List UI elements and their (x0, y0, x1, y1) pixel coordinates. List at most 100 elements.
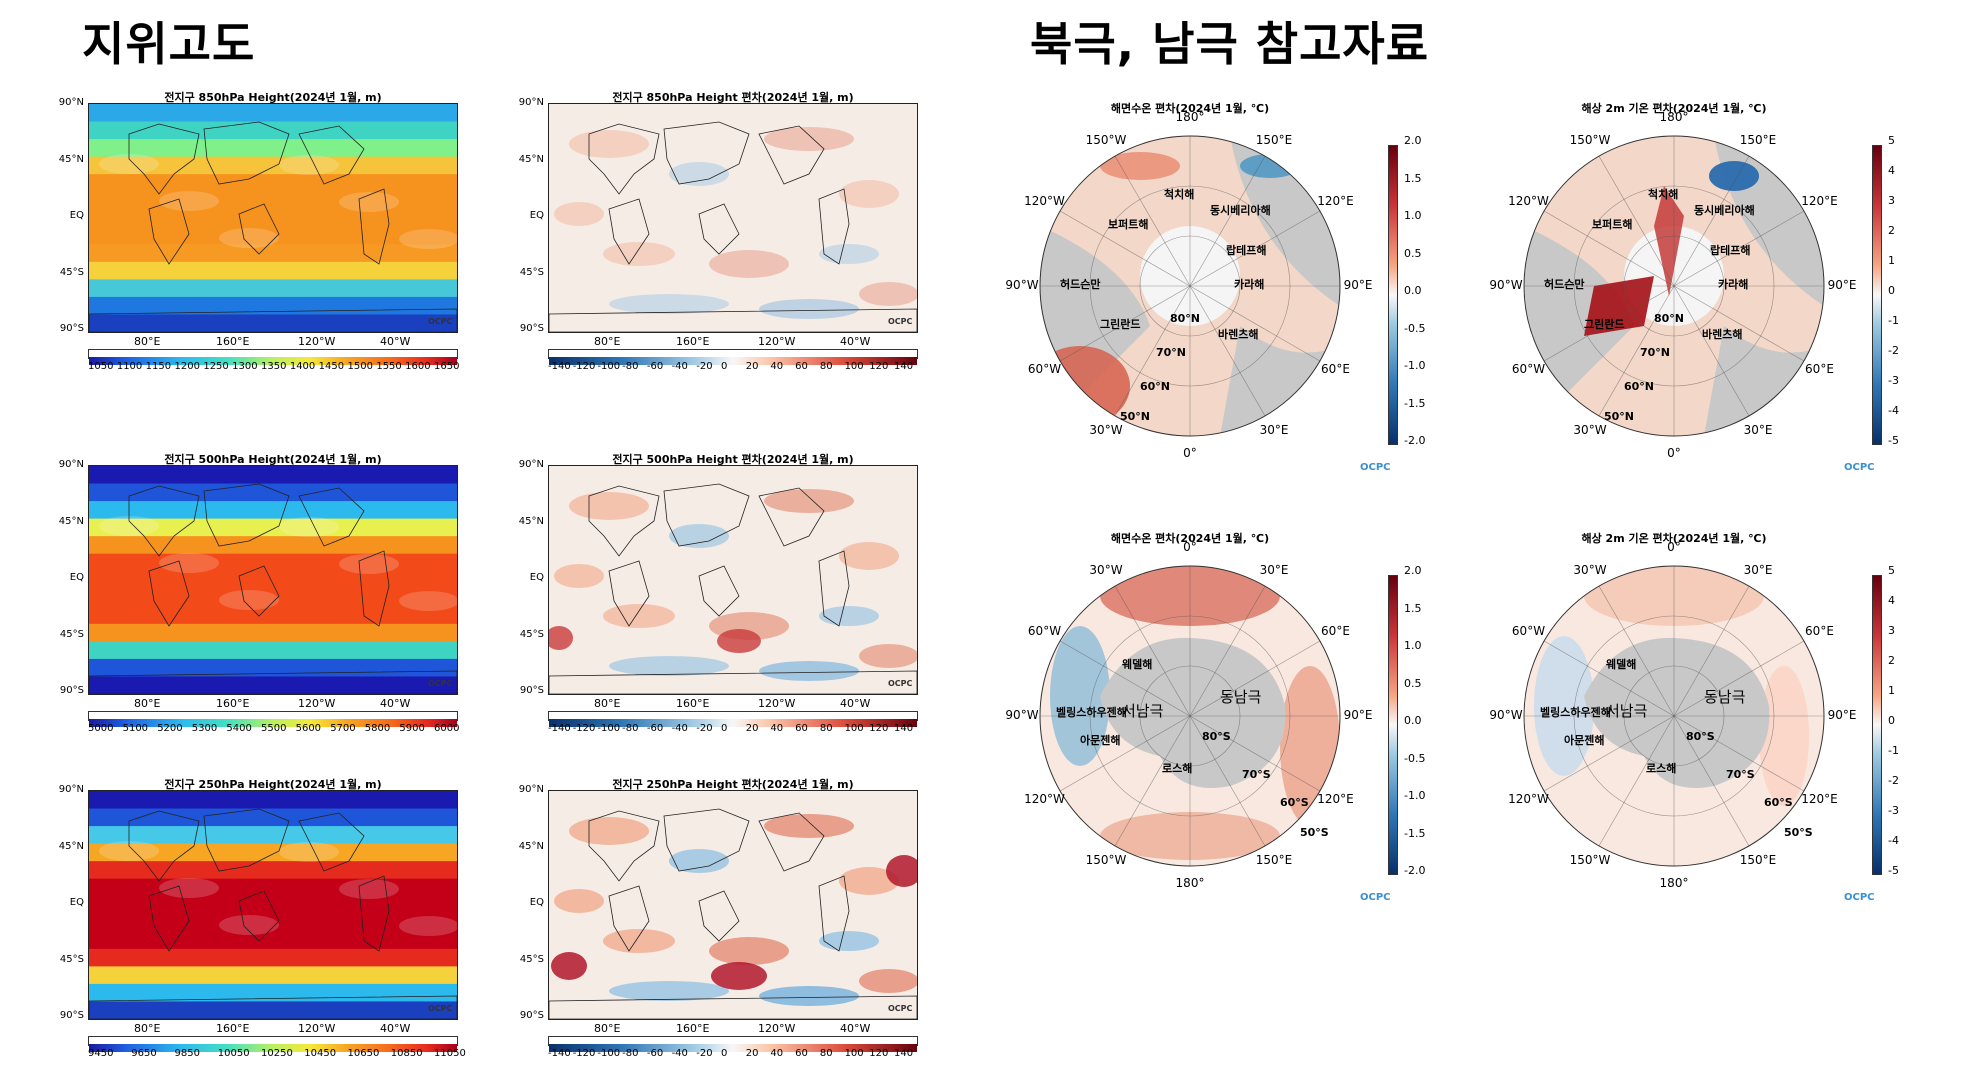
colorbar-tick: 40 (770, 1048, 784, 1059)
continent-label: 서남극 (1606, 702, 1648, 720)
colorbar-tick: 80 (819, 1048, 833, 1059)
polar-direction-label: 60°E (1805, 624, 1834, 638)
polar-direction-label: 30°E (1259, 562, 1289, 577)
ocpc-credit: OCPC (428, 679, 453, 688)
colorbar-tick: 80 (819, 723, 833, 734)
global-colorbar (548, 1036, 918, 1052)
lon-label: 40°W (840, 1022, 871, 1035)
colorbar-tick: 120 (869, 1048, 889, 1059)
polar-direction-label: 90°W (1005, 278, 1039, 292)
colorbar-tick: 140 (894, 1048, 914, 1059)
polar-direction-label: 0° (1183, 446, 1197, 460)
sea-label: 동시베리아해 (1210, 204, 1271, 217)
lat-label: EQ (69, 572, 84, 583)
sea-label: 웨델해 (1122, 658, 1153, 671)
colorbar-tick: 5300 (191, 723, 218, 734)
colorbar-tick: 5 (1888, 564, 1895, 577)
sea-label: 60°S (1280, 796, 1309, 809)
lon-label: 40°W (840, 335, 871, 348)
sea-label: 랍테프해 (1710, 244, 1751, 257)
sea-label: 카라해 (1718, 278, 1749, 291)
colorbar-tick: 10250 (261, 1048, 293, 1059)
colorbar-tick: -2.0 (1404, 434, 1426, 447)
polar-direction-label: 90°W (1489, 278, 1523, 292)
lon-label: 160°E (676, 335, 710, 348)
colorbar-tick: -140 (548, 723, 571, 734)
polar-direction-label: 90°E (1343, 278, 1373, 292)
ocpc-credit: OCPC (1360, 462, 1391, 473)
colorbar-tick: -40 (671, 723, 688, 734)
colorbar-tick: -1 (1888, 744, 1899, 757)
colorbar-tick: 5000 (88, 723, 114, 734)
polar-direction-label: 30°W (1573, 562, 1607, 577)
global-map (548, 465, 918, 695)
colorbar-tick: 11050 (434, 1048, 466, 1059)
colorbar-tick: 0 (721, 361, 728, 372)
colorbar-tick: 2 (1888, 224, 1895, 237)
colorbar-tick: 1.5 (1404, 171, 1422, 185)
polar-colorbar (1872, 575, 1882, 875)
colorbar-tick: -80 (622, 723, 639, 734)
global-panel-title: 전지구 850hPa Height 편차(2024년 1월, m) (612, 91, 854, 104)
colorbar-tick: 1350 (261, 361, 287, 372)
global-panel-title: 전지구 500hPa Height 편차(2024년 1월, m) (612, 453, 854, 466)
sea-label: 카라해 (1234, 278, 1265, 291)
colorbar-tick: 5900 (399, 723, 425, 734)
sea-label: 바렌츠해 (1702, 328, 1743, 341)
lat-label: EQ (529, 210, 544, 221)
lon-label: 80°E (594, 1022, 621, 1035)
lat-label: 90°N (518, 97, 544, 108)
colorbar-tick: -20 (696, 723, 713, 734)
global-panel-6: 전지구 250hPa Height 편차(2024년 1월, m) 90°N 45°… (519, 778, 938, 1070)
colorbar-tick: -20 (696, 1048, 713, 1059)
sea-label: 아문젠해 (1080, 734, 1121, 747)
lon-label: 40°W (380, 335, 411, 348)
polar-panel-title: 해면수온 편차(2024년 1월, ℃) (1110, 532, 1270, 545)
global-colorbar (88, 711, 458, 727)
lon-label: 120°W (298, 1022, 336, 1035)
lon-label: 160°E (216, 335, 250, 348)
sea-label: 60°N (1140, 380, 1171, 393)
colorbar-tick: 2 (1888, 654, 1895, 667)
colorbar-tick: 20 (745, 1048, 759, 1059)
sea-label: 70°N (1156, 346, 1187, 359)
colorbar-tick: -100 (597, 361, 621, 372)
polar-panel-1: 해면수온 편차(2024년 1월, ℃) 180° 150°E 120°E 90°E 60… (1000, 90, 1440, 490)
global-panel-4: 전지구 500hPa Height 편차(2024년 1월, m) 90°N 45°… (519, 453, 938, 745)
polar-direction-label: 30°W (1089, 562, 1123, 577)
sea-label: 동시베리아해 (1694, 204, 1755, 217)
colorbar-tick: 3 (1888, 194, 1895, 207)
colorbar-tick: 0.5 (1404, 676, 1422, 690)
lon-label: 120°W (758, 697, 796, 710)
polar-panel-3: 해면수온 편차(2024년 1월, ℃) 0° 30°E 60°E 90°E 120°E 1… (1000, 520, 1440, 920)
sea-label: 50°S (1300, 826, 1329, 839)
lon-label: 80°E (594, 335, 621, 348)
colorbar-tick: 60 (795, 1048, 808, 1059)
global-colorbar (88, 349, 458, 365)
colorbar-tick: -4 (1888, 404, 1899, 417)
polar-direction-label: 60°E (1805, 362, 1834, 376)
colorbar-tick: 1.0 (1404, 639, 1422, 652)
polar-direction-label: 120°E (1317, 792, 1354, 806)
polar-direction-label: 30°E (1259, 423, 1289, 438)
polar-direction-label: 60°E (1321, 624, 1350, 638)
polar-panel-4: 해상 2m 기온 편차(2024년 1월, ℃) 0° 30°E 60°E 90°E 12… (1484, 520, 1924, 920)
colorbar-tick: 1200 (174, 361, 200, 372)
lat-label: 45°N (518, 515, 544, 527)
colorbar-tick: 4 (1888, 594, 1895, 607)
colorbar-tick: 10650 (347, 1048, 380, 1059)
colorbar-tick: 9650 (131, 1048, 157, 1059)
colorbar-tick: 10450 (304, 1048, 337, 1059)
colorbar-tick: -1 (1888, 314, 1899, 327)
lat-label: 45°S (59, 266, 84, 278)
global-panel-2: 전지구 850hPa Height 편차(2024년 1월, m) 90°N 45°… (519, 91, 938, 383)
lat-label: EQ (69, 897, 84, 908)
polar-colorbar (1872, 145, 1882, 445)
ocpc-credit: OCPC (1844, 462, 1875, 473)
colorbar-tick: 120 (869, 361, 889, 372)
colorbar-tick: 1.0 (1404, 209, 1422, 222)
polar-direction-label: 30°W (1573, 423, 1607, 438)
polar-panel-title: 해상 2m 기온 편차(2024년 1월, ℃) (1581, 532, 1767, 545)
colorbar-tick: -40 (671, 1048, 688, 1059)
sea-label: 그린란드 (1584, 318, 1625, 331)
